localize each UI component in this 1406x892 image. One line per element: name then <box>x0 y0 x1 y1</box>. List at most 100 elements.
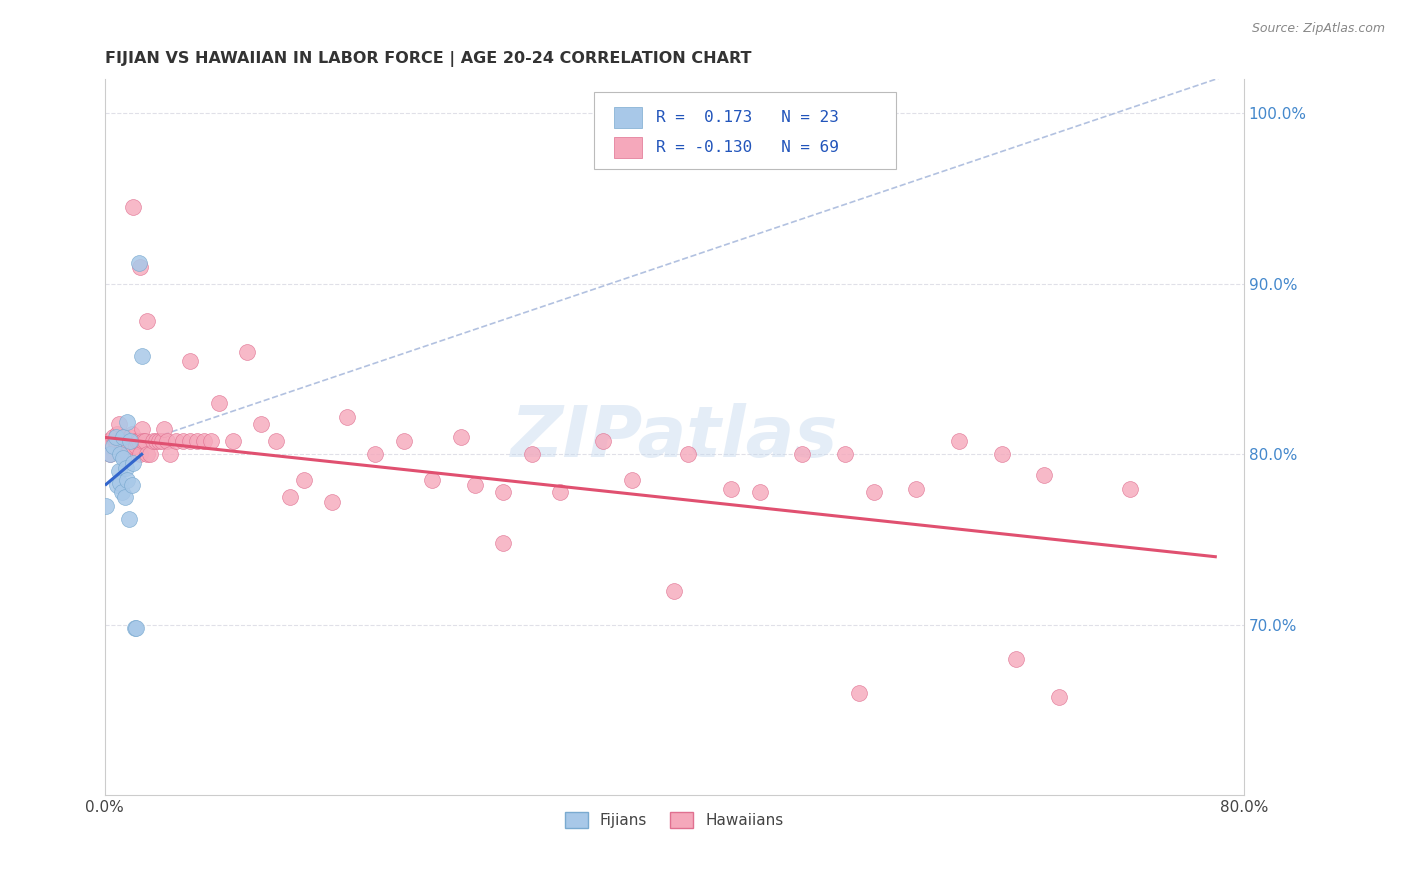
Point <box>114 490 136 504</box>
Point <box>108 417 131 431</box>
Point <box>142 434 165 448</box>
Point <box>165 434 187 448</box>
Point <box>125 439 148 453</box>
Point <box>132 434 155 448</box>
Point <box>107 478 129 492</box>
Point <box>114 430 136 444</box>
Point <box>134 434 156 448</box>
Point <box>464 478 486 492</box>
Point <box>136 314 159 328</box>
Point <box>108 465 131 479</box>
Point <box>122 200 145 214</box>
Point <box>492 536 515 550</box>
Point <box>156 434 179 448</box>
Point <box>450 430 472 444</box>
Point <box>117 415 139 429</box>
Point <box>124 621 146 635</box>
Point <box>153 422 176 436</box>
Point <box>862 484 884 499</box>
Point <box>1005 652 1028 666</box>
Point <box>492 484 515 499</box>
Point <box>111 434 134 448</box>
Point <box>128 434 150 448</box>
Point <box>120 434 142 448</box>
Point <box>115 461 138 475</box>
Point <box>107 427 129 442</box>
Point <box>948 434 970 448</box>
Point <box>1119 482 1142 496</box>
Point <box>104 434 127 448</box>
Point <box>179 434 201 448</box>
Point <box>278 490 301 504</box>
Point <box>121 478 143 492</box>
Point <box>122 456 145 470</box>
Point <box>118 512 141 526</box>
Point <box>364 447 387 461</box>
FancyBboxPatch shape <box>614 137 643 159</box>
FancyBboxPatch shape <box>595 92 897 169</box>
Point <box>136 447 159 461</box>
Point <box>222 434 245 448</box>
Point <box>392 434 415 448</box>
Point <box>105 434 128 448</box>
Legend: Fijians, Hawaiians: Fijians, Hawaiians <box>558 806 790 834</box>
Point <box>148 434 170 448</box>
Point <box>121 427 143 442</box>
Point <box>110 434 132 448</box>
Point <box>111 484 134 499</box>
Point <box>98 447 121 461</box>
Point <box>115 439 138 453</box>
Point <box>98 447 121 461</box>
Point <box>150 434 173 448</box>
Point <box>129 447 152 461</box>
Point <box>94 499 117 513</box>
Point <box>664 583 686 598</box>
Point <box>122 439 145 453</box>
Point <box>112 450 135 465</box>
Point <box>336 409 359 424</box>
Point <box>131 422 153 436</box>
Point <box>129 260 152 274</box>
Point <box>112 430 135 444</box>
Point <box>792 447 814 461</box>
Point <box>118 439 141 453</box>
Point <box>124 434 146 448</box>
Point <box>193 434 215 448</box>
Point <box>120 430 142 444</box>
Point <box>990 447 1012 461</box>
Point <box>720 482 742 496</box>
Point <box>321 495 343 509</box>
Point <box>127 434 149 448</box>
Point <box>292 473 315 487</box>
Point <box>103 430 125 444</box>
Point <box>186 434 208 448</box>
Point <box>117 473 139 487</box>
Point <box>128 256 150 270</box>
Point <box>125 621 148 635</box>
Point <box>110 476 132 491</box>
Point <box>159 447 181 461</box>
Point <box>139 447 162 461</box>
Point <box>592 434 614 448</box>
Text: FIJIAN VS HAWAIIAN IN LABOR FORCE | AGE 20-24 CORRELATION CHART: FIJIAN VS HAWAIIAN IN LABOR FORCE | AGE … <box>104 51 751 67</box>
Point <box>748 484 770 499</box>
Text: Source: ZipAtlas.com: Source: ZipAtlas.com <box>1251 22 1385 36</box>
Point <box>1047 690 1070 704</box>
Point <box>179 353 201 368</box>
Point <box>250 417 273 431</box>
FancyBboxPatch shape <box>614 107 643 128</box>
Point <box>834 447 856 461</box>
Point <box>200 434 222 448</box>
Point <box>145 434 167 448</box>
Point <box>103 439 125 453</box>
Point <box>105 430 128 444</box>
Point <box>264 434 287 448</box>
Point <box>550 484 572 499</box>
Text: R = -0.130   N = 69: R = -0.130 N = 69 <box>657 140 839 155</box>
Point <box>172 434 194 448</box>
Point <box>236 345 259 359</box>
Point <box>117 447 139 461</box>
Point <box>96 434 118 448</box>
Point <box>678 447 700 461</box>
Point <box>207 396 229 410</box>
